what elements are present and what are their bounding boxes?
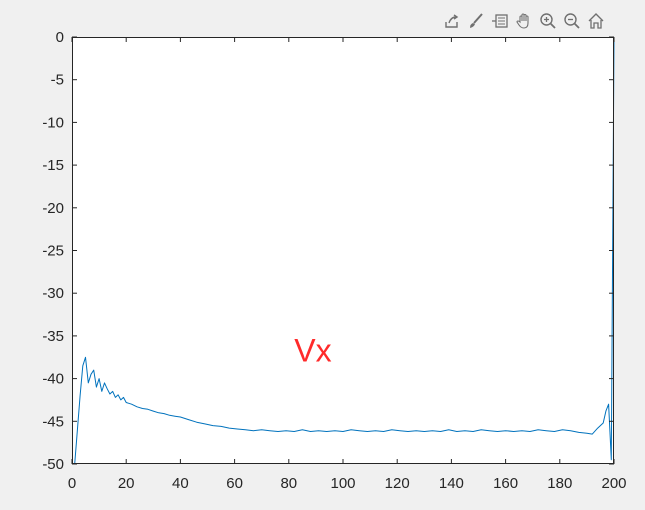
zoom-out-button[interactable]: [561, 10, 583, 32]
brush-icon: [470, 13, 483, 28]
y-tick-label: -5: [51, 72, 64, 89]
y-tick-label: -30: [42, 285, 64, 302]
y-tick-label: -25: [42, 243, 64, 260]
brush-button[interactable]: [465, 10, 487, 32]
plot-area: [72, 37, 614, 464]
y-tick-label: -15: [42, 157, 64, 174]
pan-icon: [516, 13, 529, 29]
zoom-out-icon: [564, 13, 580, 29]
export-icon: [445, 14, 459, 28]
y-tick-label: -35: [42, 328, 64, 345]
datatip-icon: [492, 14, 508, 28]
pan-button[interactable]: [513, 10, 535, 32]
x-tick-label: 40: [172, 475, 189, 492]
x-tick-label: 120: [385, 475, 410, 492]
x-tick-label: 20: [118, 475, 135, 492]
home-button[interactable]: [585, 10, 607, 32]
zoom-in-button[interactable]: [537, 10, 559, 32]
home-icon: [588, 13, 604, 29]
series-line-0: [74, 36, 615, 465]
x-tick-label: 0: [68, 475, 76, 492]
datatip-button[interactable]: [489, 10, 511, 32]
x-tick-label: 80: [280, 475, 297, 492]
x-tick-label: 160: [493, 475, 518, 492]
figure-toolbar: [441, 9, 607, 33]
x-tick-label: 140: [439, 475, 464, 492]
vx-annotation: Vx: [294, 333, 331, 369]
export-button[interactable]: [441, 10, 463, 32]
y-tick-label: -10: [42, 114, 64, 131]
x-tick-label: 60: [226, 475, 243, 492]
y-tick-label: -20: [42, 200, 64, 217]
y-tick-label: -40: [42, 371, 64, 388]
y-tick-label: -45: [42, 413, 64, 430]
x-tick-label: 100: [330, 475, 355, 492]
y-tick-label: -50: [42, 456, 64, 473]
x-tick-label: 200: [601, 475, 626, 492]
zoom-in-icon: [540, 13, 556, 29]
x-tick-label: 180: [547, 475, 572, 492]
y-tick-label: 0: [56, 29, 64, 46]
